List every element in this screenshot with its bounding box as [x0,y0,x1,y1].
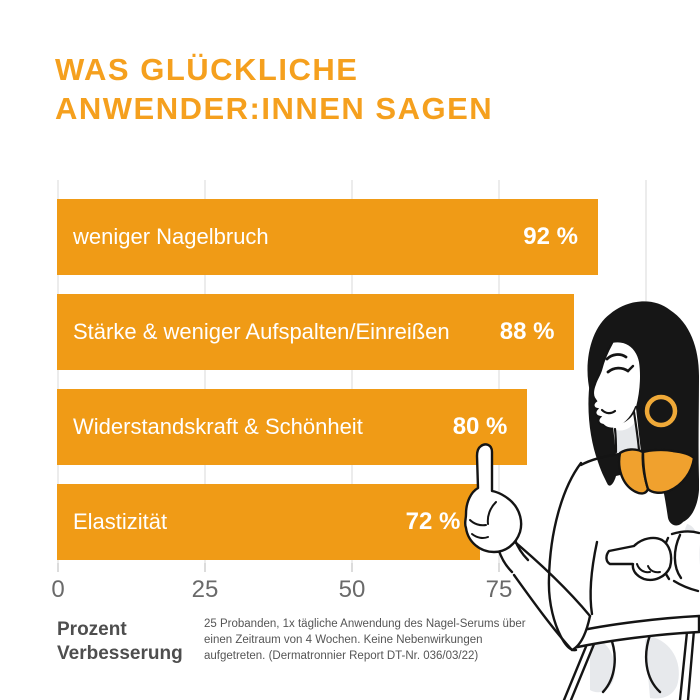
bar-label: weniger Nagelbruch [73,224,269,249]
bar-value: 88 % [499,318,555,345]
blouse-torso [558,449,698,630]
bar-value: 80 % [452,413,508,440]
skirt-pocket-left [590,636,615,693]
neck-lines [613,410,641,454]
footnote: 25 Probanden, 1x tägliche Anwendung des … [204,616,534,664]
bar-value: 72 % [405,508,461,535]
right-hand-details [636,563,661,574]
right-sleeve [664,530,699,592]
footnote-line1: 25 Probanden, 1x tägliche Anwendung des … [204,618,526,630]
bar-label: Elastizität [73,509,168,534]
skirt-waistband [571,614,700,650]
axis-tick-75 [498,563,500,572]
x-axis-label: Prozent Verbesserung [57,619,183,664]
axis-tick-label-75: 75 [485,576,513,603]
axis-tick-25 [204,563,206,572]
gridline-75 [498,180,500,563]
bar-staerke: Stärke & weniger Aufspalten/Einreißen 88… [57,294,575,370]
bar-weniger-nagelbruch: weniger Nagelbruch 92 % [57,199,598,275]
bar-value: 92 % [523,223,578,250]
shoulder-line [579,452,622,467]
right-hand [605,536,673,581]
hair-strand [588,380,612,486]
page-title: WAS GLÜCKLICHE ANWENDER:INNEN SAGEN [55,50,493,128]
bar-elastizitaet: Elastizität 72 % [57,484,481,560]
axis-tick-label-25: 25 [191,576,219,603]
axis-tick-50 [351,563,353,572]
bar-label: Stärke & weniger Aufspalten/Einreißen [73,319,450,344]
footnote-line2: einen Zeitraum von 4 Wochen. Keine Neben… [204,634,483,662]
right-cuff-line2 [673,533,683,580]
collar [618,448,696,495]
gridline-50 [351,180,353,563]
neck-shadow [616,420,640,454]
eyelash [626,364,635,373]
skirt-fold-lines [562,628,696,700]
eyebrow [605,353,628,361]
axis-tick-label-50: 50 [338,576,366,603]
gridline-0 [57,180,59,563]
woman-pointing-illustration [463,301,700,700]
title-line2: ANWENDER:INNEN SAGEN [55,91,494,126]
collar-right-wing [641,448,696,494]
face-features [600,353,635,415]
smile [600,408,617,415]
axis-tick-label-0: 0 [51,576,65,603]
left-forearm [498,528,590,650]
bar-label: Widerstandskraft & Schönheit [73,414,363,439]
gridline-25 [204,180,206,563]
eye [606,366,630,374]
title-line1: WAS GLÜCKLICHE [55,52,359,87]
footnote-line3: (Dermatronnier Report DT-Nr. 036/03/22) [268,650,479,662]
axis-tick-0 [57,563,59,572]
face [592,342,640,429]
bar-widerstandskraft: Widerstandskraft & Schönheit 80 % [57,389,528,465]
left-hand-details [469,501,497,539]
earring-hoop [644,394,678,428]
bar-chart: 0 25 50 75 weniger Nagelbruch 92 % Stärk… [51,180,647,603]
